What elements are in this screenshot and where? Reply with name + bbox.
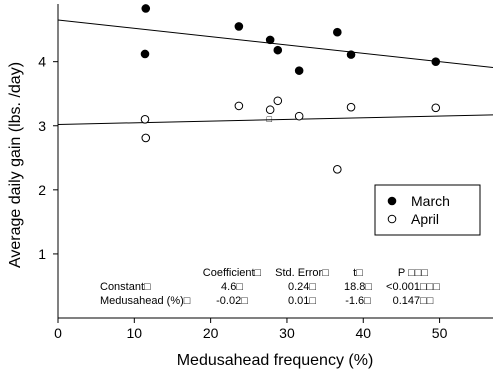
data-point-april xyxy=(265,105,275,115)
stats-cell: 18.8□ xyxy=(344,281,372,293)
x-tick-label: 20 xyxy=(203,325,219,341)
stats-cell: -1.6□ xyxy=(345,295,371,307)
stats-cell: -0.02□ xyxy=(216,295,248,307)
stats-table: Coefficient□ Std. Error□ t□ P □□□ Constant□ 4… xyxy=(100,267,440,307)
stats-header: P □□□ xyxy=(398,267,428,279)
legend-box xyxy=(374,184,481,236)
data-point-march xyxy=(273,45,283,55)
y-tick-label: 3 xyxy=(38,118,46,134)
stats-header: t□ xyxy=(353,267,363,279)
stray-mark: □ xyxy=(267,114,273,124)
legend-marker-march xyxy=(387,196,397,206)
data-point-march xyxy=(141,4,151,13)
fit-line-march xyxy=(57,19,493,68)
stats-header: Coefficient□ xyxy=(203,267,262,279)
data-point-march xyxy=(346,50,356,59)
fit-line-april xyxy=(57,114,493,125)
x-axis-label: Medusahead frequency (%) xyxy=(177,352,374,369)
y-tick-label: 4 xyxy=(38,54,46,70)
x-tick-label: 30 xyxy=(279,325,295,341)
y-tick-label: 2 xyxy=(38,182,46,198)
data-point-april xyxy=(273,96,283,106)
y-tick-label: 1 xyxy=(38,246,46,262)
data-point-april xyxy=(141,133,151,143)
data-point-april xyxy=(431,103,441,113)
x-tick-label: 50 xyxy=(432,325,448,341)
plot-area: 0 10 20 30 40 50 1 2 3 4 □ March April Coefficient□ St… xyxy=(38,4,493,341)
data-point-april xyxy=(234,101,244,111)
legend-label-april: April xyxy=(411,211,439,227)
data-point-april xyxy=(140,115,150,124)
data-point-april xyxy=(333,165,342,174)
legend-marker-april xyxy=(387,214,397,224)
stats-cell: 0.24□ xyxy=(288,281,316,293)
data-point-march xyxy=(234,22,244,31)
data-point-march xyxy=(333,27,342,37)
stats-row-label: Constant□ xyxy=(100,281,151,293)
stats-row-label: Medusahead (%)□ xyxy=(100,295,191,307)
legend: March April xyxy=(374,184,481,236)
stats-cell: 0.01□ xyxy=(288,295,316,307)
stats-cell: 4.6□ xyxy=(221,281,243,293)
x-tick-label: 40 xyxy=(355,325,371,341)
data-point-march xyxy=(140,49,150,59)
stats-cell: <0.001□□□ xyxy=(386,281,440,293)
data-point-april xyxy=(346,102,356,112)
data-point-march xyxy=(294,66,304,75)
x-tick-label: 0 xyxy=(54,325,62,341)
stats-header: Std. Error□ xyxy=(275,267,329,279)
y-axis-label: Average daily gain (lbs. /day) xyxy=(7,62,24,268)
stats-cell: 0.147□□ xyxy=(393,295,434,307)
data-point-march xyxy=(265,35,275,45)
data-point-march xyxy=(431,57,441,66)
x-tick-label: 10 xyxy=(127,325,143,341)
data-point-april xyxy=(294,111,304,121)
legend-label-march: March xyxy=(411,193,450,209)
